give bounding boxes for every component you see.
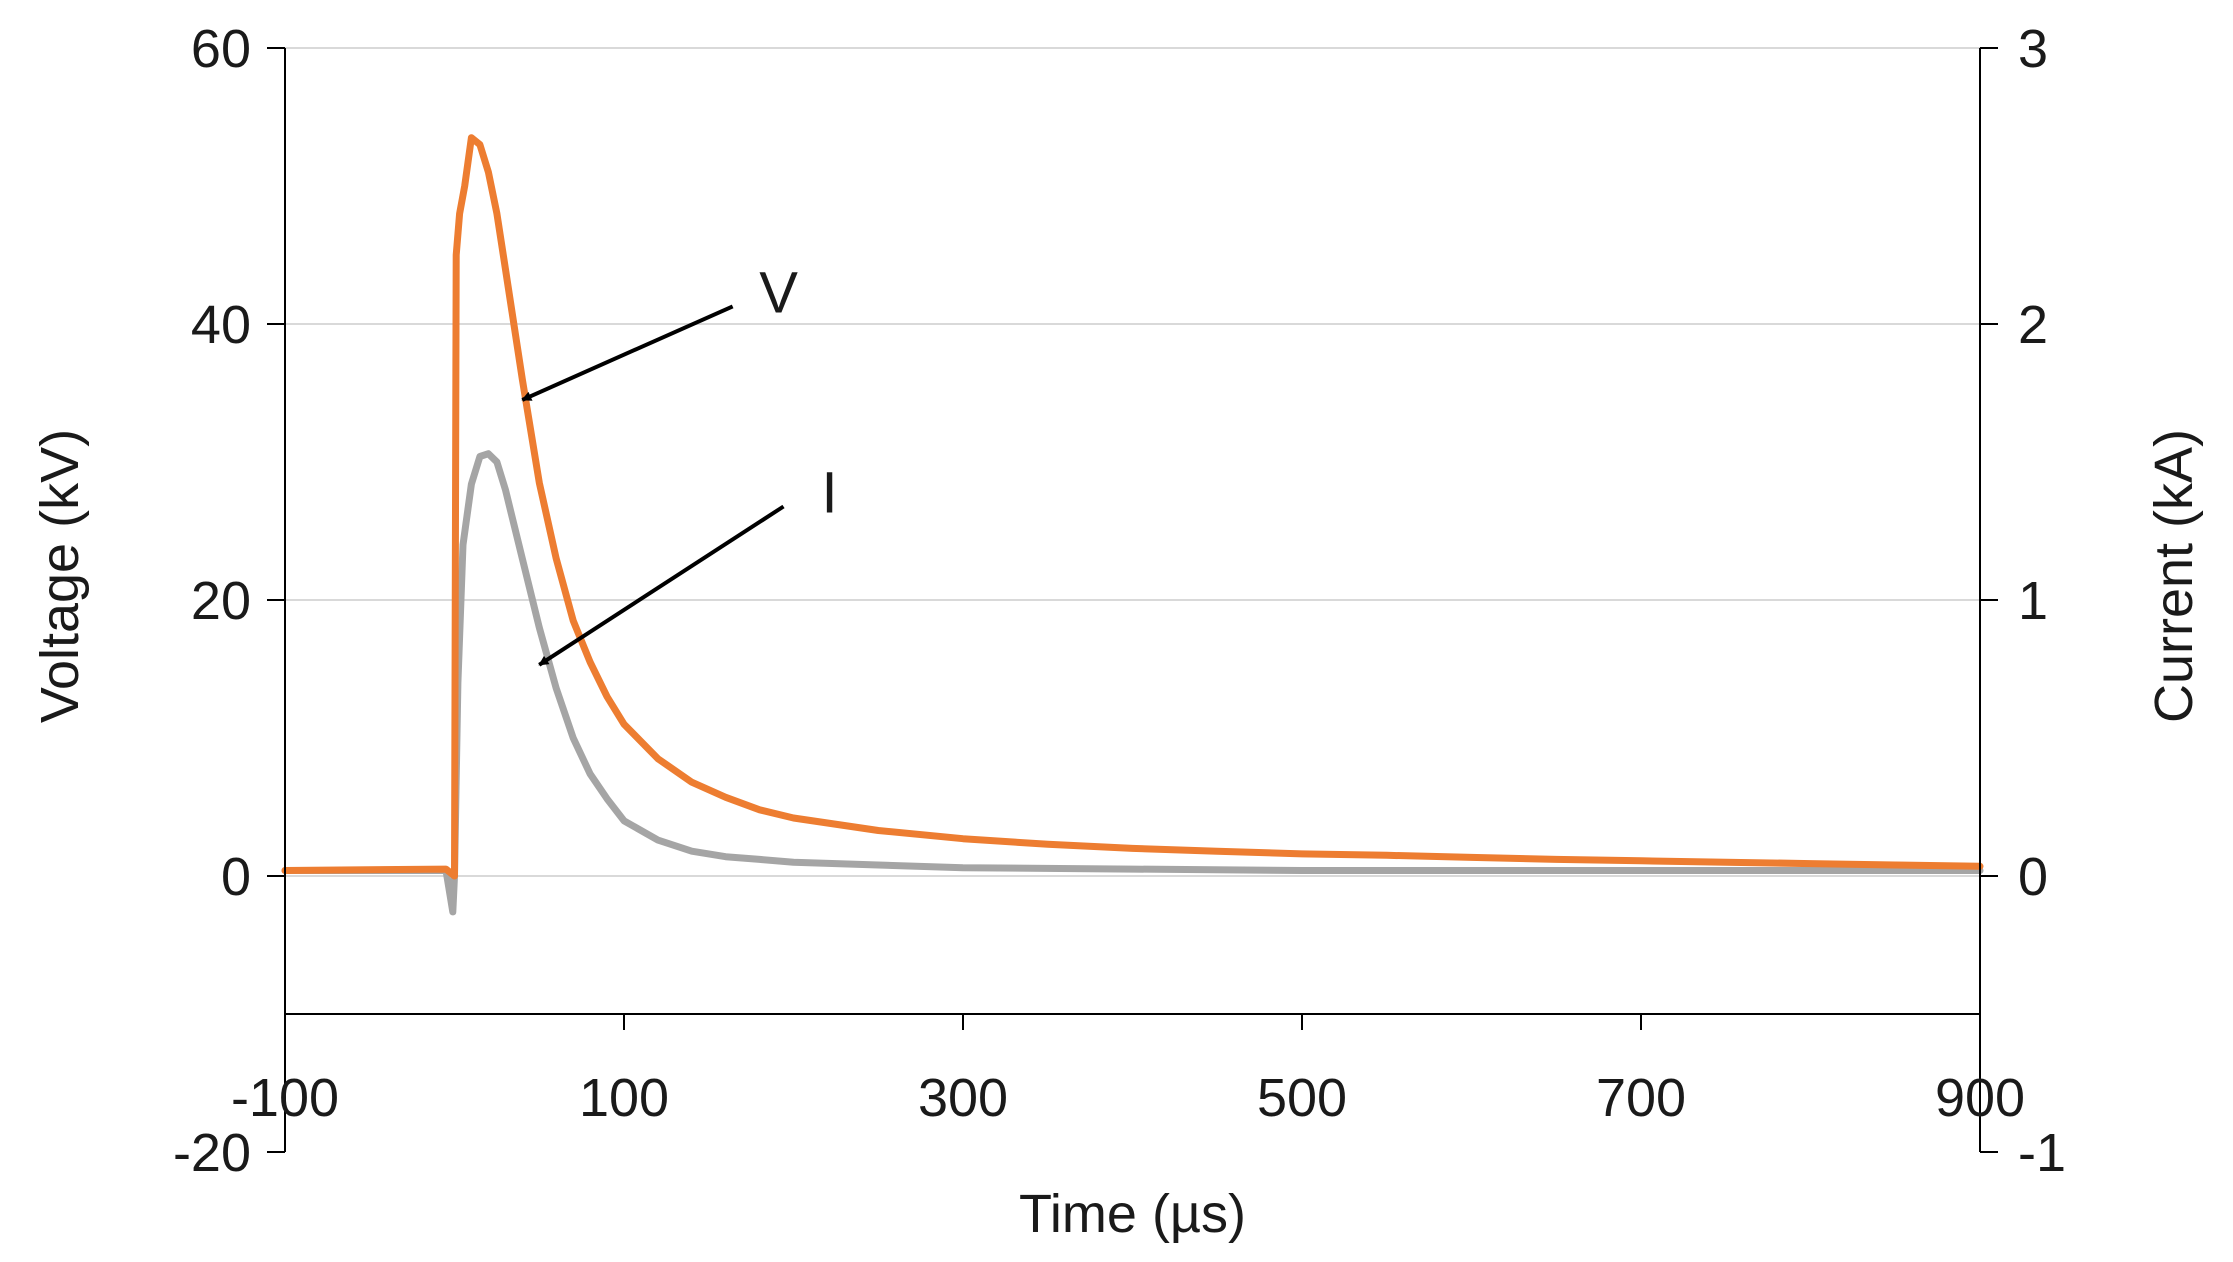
x-tick-label: 700: [1596, 1068, 1686, 1128]
x-tick-label: -100: [231, 1068, 339, 1128]
y-tick-label: 60: [191, 19, 251, 79]
y-axis-title: Voltage (kV): [30, 429, 90, 723]
y2-tick-label: 0: [2018, 847, 2048, 907]
x-tick-label: 900: [1935, 1068, 2025, 1128]
annotations: VI: [521, 260, 838, 667]
y-tick-label: 20: [191, 571, 251, 631]
series-lines: [281, 134, 1984, 916]
x-tick-label: 300: [918, 1068, 1008, 1128]
y-tick-label: -20: [173, 1123, 251, 1183]
x-tick-label: 100: [579, 1068, 669, 1128]
annotation-arrow-I: [538, 504, 785, 667]
y2-tick-label: 1: [2018, 571, 2048, 631]
annotation-label-I: I: [821, 461, 837, 526]
x-tick-label: 500: [1257, 1068, 1347, 1128]
y2-tick-label: 3: [2018, 19, 2048, 79]
y2-tick-label: -1: [2018, 1123, 2066, 1183]
y2-tick-label: 2: [2018, 295, 2048, 355]
series-line-V: [281, 134, 1984, 880]
annotation-arrow-V: [521, 304, 734, 402]
x-axis-title: Time (µs): [1019, 1184, 1246, 1244]
y-tick-label: 0: [221, 847, 251, 907]
y-tick-label: 40: [191, 295, 251, 355]
series-line-I: [281, 450, 1984, 916]
y2-axis-title: Current (kA): [2144, 429, 2204, 723]
annotation-label-V: V: [759, 260, 798, 325]
axes: [267, 47, 1998, 1153]
tick-labels: -20 0 20 40 60 -1 0 1 2 3 -100 100 300 500 700 900: [173, 19, 2066, 1183]
